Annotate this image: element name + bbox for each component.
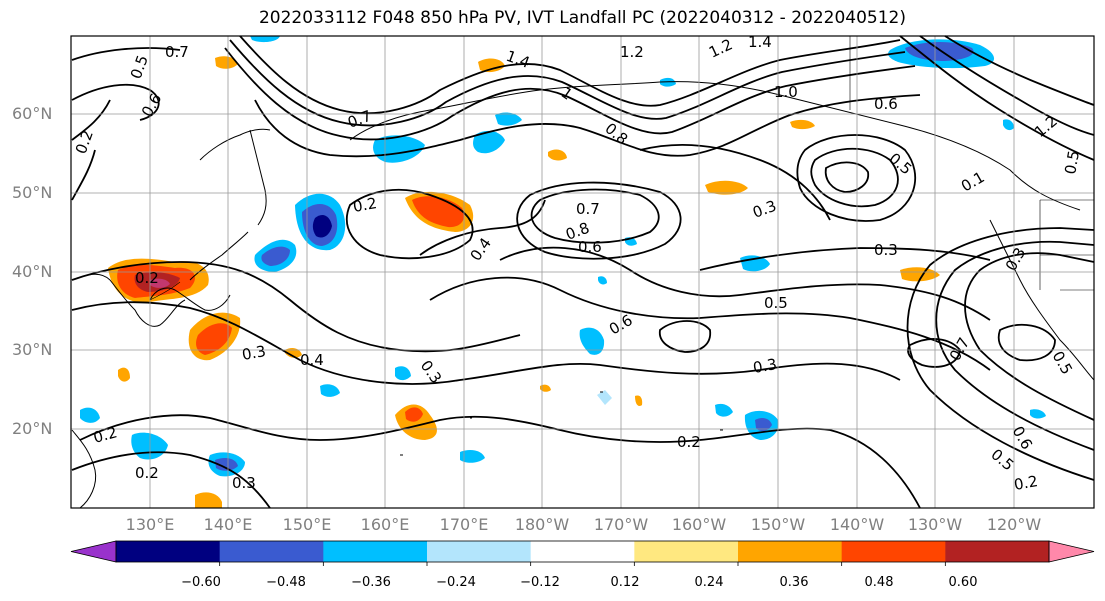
contour-label: 0.3 <box>241 342 268 364</box>
colorbar-tick-label: −0.12 <box>520 575 560 590</box>
lon-label: 130°W <box>907 515 963 534</box>
lon-label: 170°W <box>593 515 649 534</box>
lon-label: 130°E <box>125 515 175 534</box>
borders <box>149 36 1094 301</box>
lat-label: 60°N <box>12 104 53 123</box>
colorbar-segment <box>427 541 532 562</box>
lon-label: 160°W <box>671 515 727 534</box>
lat-label: 40°N <box>12 262 53 281</box>
lat-label: 30°N <box>12 340 53 359</box>
colorbar-segment <box>530 541 635 562</box>
colorbar-segment <box>634 541 739 562</box>
colorbar-extension-high <box>1048 540 1095 563</box>
coastlines <box>71 81 1095 509</box>
contour-label: 1.2 <box>620 43 644 61</box>
contour-label: 1.0 <box>774 83 798 101</box>
contour-label: 0.2 <box>135 464 159 482</box>
contour-label: 0.7 <box>165 43 189 61</box>
colorbar-tick-label: 0.60 <box>948 575 978 590</box>
colorbar-extension-low <box>70 540 117 563</box>
contour-label: 0.2 <box>677 433 701 451</box>
lat-label: 20°N <box>12 419 53 438</box>
contour-label: 0.4 <box>300 351 324 369</box>
map-frame <box>70 35 1095 509</box>
lon-label: 140°W <box>829 515 885 534</box>
colorbar-tick-label: −0.24 <box>436 575 476 590</box>
colorbar-tick-label: 0.24 <box>694 575 724 590</box>
contour-label: 0.5 <box>1061 149 1083 176</box>
colorbar-segment <box>219 541 324 562</box>
contour-label: 0.3 <box>232 474 256 492</box>
lat-label: 50°N <box>12 183 53 202</box>
colorbar-tick-label: −0.36 <box>351 575 391 590</box>
map-title: 2022033112 F048 850 hPa PV, IVT Landfall… <box>258 8 906 28</box>
lon-label: 120°W <box>986 515 1042 534</box>
colorbar-tick-label: 0.36 <box>779 575 809 590</box>
contour-label: 0.7 <box>576 200 600 218</box>
ivt-contours <box>71 35 1095 509</box>
colorbar-segment <box>116 541 221 562</box>
colorbar-segment <box>945 541 1050 562</box>
contour-label: 0.2 <box>91 423 119 447</box>
contour-label: 0.2 <box>352 194 379 216</box>
colorbar-segment <box>323 541 428 562</box>
colorbar-tick-label: 0.48 <box>864 575 894 590</box>
contour-label: 0.2 <box>135 269 159 287</box>
contour-label: 0.3 <box>752 355 779 377</box>
colorbar-tick-label: −0.48 <box>266 575 306 590</box>
colorbar-outline <box>115 540 1050 563</box>
lon-label: 170°E <box>439 515 489 534</box>
colorbar-tick-label: 0.12 <box>610 575 640 590</box>
lon-label: 150°W <box>750 515 806 534</box>
lon-label: 160°E <box>360 515 410 534</box>
lon-label: 150°E <box>282 515 332 534</box>
contour-label: 0.6 <box>874 95 898 113</box>
contour-label: 1.4 <box>748 33 772 51</box>
colorbar-tick-label: −0.60 <box>181 575 221 590</box>
colorbar <box>70 540 1095 566</box>
contour-label: 0.3 <box>874 241 898 259</box>
lon-label: 180°W <box>514 515 570 534</box>
contour-label: 0.5 <box>764 294 788 312</box>
pv-shading <box>80 36 1046 508</box>
contour-label: 0.6 <box>578 238 602 256</box>
colorbar-segment <box>738 541 843 562</box>
colorbar-segment <box>841 541 946 562</box>
contour-label: 0.2 <box>1013 472 1040 494</box>
lon-label: 140°E <box>203 515 253 534</box>
gridlines <box>71 36 1094 508</box>
